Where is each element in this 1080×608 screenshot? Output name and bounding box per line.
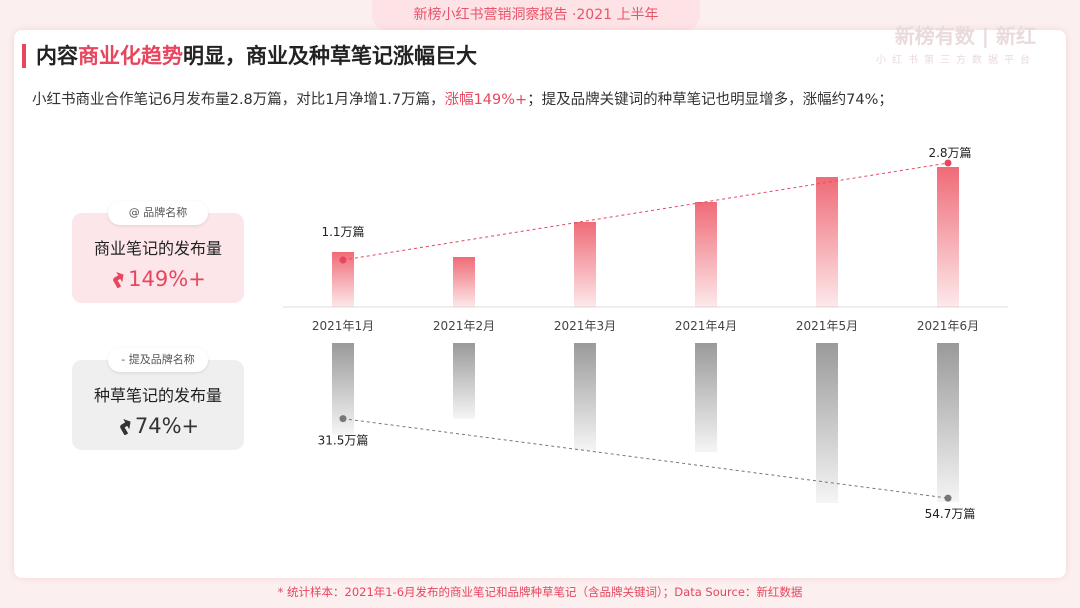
point xyxy=(944,494,952,502)
title-highlight: 商业化趋势 xyxy=(78,44,183,68)
card: @ 品牌名称 商业笔记的发布量 149%+ xyxy=(72,201,244,303)
x-tick-label: 2021年2月 xyxy=(433,319,495,333)
title-part: 内容 xyxy=(36,44,78,68)
subtitle-part: 小红书商业合作笔记6月发布量2.8万篇，对比1月净增1.7万篇， xyxy=(32,92,445,108)
x-tick-label: 2021年5月 xyxy=(796,319,858,333)
card-growth: 74%+ xyxy=(134,414,200,438)
logo-text: 新榜有数 xyxy=(894,24,975,48)
card-label: 商业笔记的发布量 xyxy=(93,239,222,258)
trend-line xyxy=(342,418,949,499)
bar xyxy=(332,252,354,307)
title: 内容商业化趋势明显，商业及种草笔记涨幅巨大 xyxy=(22,44,477,68)
x-tick-label: 2021年1月 xyxy=(312,319,374,333)
bar xyxy=(695,343,717,453)
bar xyxy=(816,177,838,307)
bar xyxy=(574,222,596,307)
arrow-icon xyxy=(113,271,124,289)
bar xyxy=(453,343,475,419)
value-label: 2.8万篇 xyxy=(928,145,971,160)
card-growth-row: 74%+ xyxy=(72,414,244,438)
logo-sub: 小红书第三方数据平台 xyxy=(876,55,1036,66)
arrow-icon xyxy=(119,418,131,436)
x-tick-label: 2021年4月 xyxy=(675,319,737,333)
logo: 新榜有数 | 新红 小红书第三方数据平台 xyxy=(876,24,1036,66)
card-tag: - 提及品牌名称 xyxy=(108,348,208,372)
card-growth: 149%+ xyxy=(128,267,206,291)
bar xyxy=(453,257,475,307)
bar xyxy=(332,343,354,435)
footer: * 统计样本：2021年1-6月发布的商业笔记和品牌种草笔记（含品牌关键词）；D… xyxy=(277,585,803,599)
bar xyxy=(937,343,959,503)
card-tag: @ 品牌名称 xyxy=(108,201,208,225)
trend-line xyxy=(342,162,949,261)
x-tick-label: 2021年3月 xyxy=(554,319,616,333)
subtitle: 小红书商业合作笔记6月发布量2.8万篇，对比1月净增1.7万篇，涨幅149%+；… xyxy=(32,88,893,109)
subtitle-part: ；提及品牌关键词的种草笔记也明显增多，涨幅约74%； xyxy=(527,92,893,108)
card-label: 种草笔记的发布量 xyxy=(93,386,222,405)
subtitle-highlight: 涨幅149%+ xyxy=(444,92,528,108)
title-part: 明显，商业及种草笔记涨幅巨大 xyxy=(183,44,477,68)
logo-text-2: 新红 xyxy=(996,24,1036,48)
report-tag: 新榜小红书营销洞察报告 ·2021 上半年 xyxy=(372,0,700,30)
panel xyxy=(14,30,1066,578)
card: - 提及品牌名称 种草笔记的发布量 74%+ xyxy=(72,348,244,450)
bar xyxy=(574,343,596,451)
value-label: 54.7万篇 xyxy=(925,506,976,521)
bar xyxy=(937,167,959,307)
value-label: 31.5万篇 xyxy=(318,433,369,448)
bar xyxy=(695,202,717,307)
x-tick-label: 2021年6月 xyxy=(917,319,979,333)
card-growth-row: 149%+ xyxy=(72,267,244,291)
bar xyxy=(816,343,838,503)
value-label: 1.1万篇 xyxy=(321,224,364,239)
